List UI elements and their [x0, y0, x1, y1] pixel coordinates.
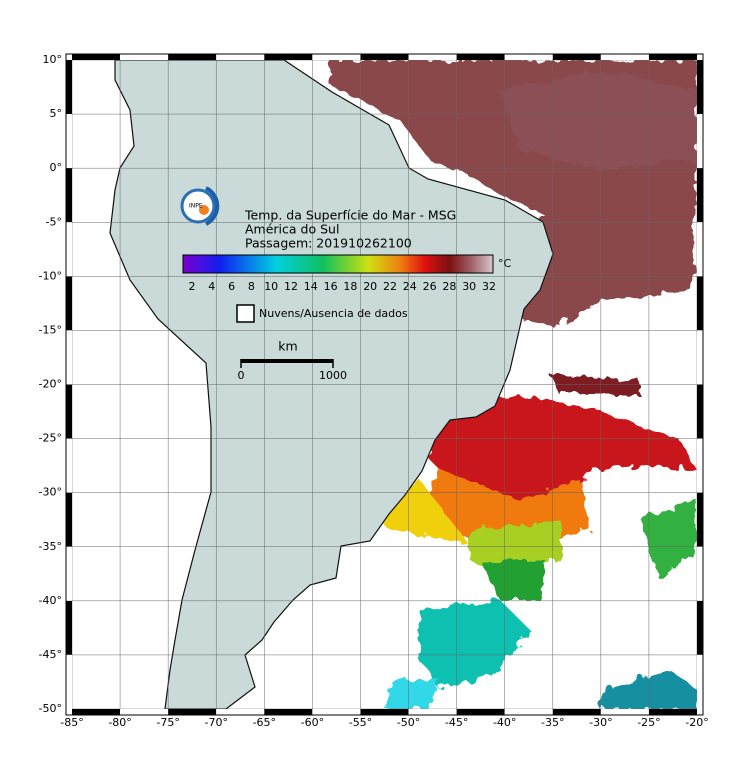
x-tick-label: -70° — [204, 716, 227, 729]
y-tick-label: -5° — [46, 215, 62, 228]
x-tick-label: -85° — [60, 716, 83, 729]
y-tick-label: 5° — [50, 107, 63, 120]
colorbar-tick-label: 22 — [383, 280, 397, 293]
colorbar-tick-label: 20 — [363, 280, 377, 293]
y-tick-label: -40° — [39, 594, 62, 607]
x-tick-label: -75° — [156, 716, 179, 729]
colorbar-tick-label: 12 — [284, 280, 298, 293]
x-tick-label: -80° — [108, 716, 131, 729]
colorbar-tick-label: 32 — [482, 280, 496, 293]
colorbar-tick-label: 6 — [228, 280, 235, 293]
colorbar-tick-label: 4 — [208, 280, 215, 293]
x-tick-label: -45° — [445, 716, 468, 729]
y-tick-label: 10° — [43, 53, 63, 66]
colorbar-ticks: 2 4 6 8 10 12 14 16 18 20 22 24 26 28 30 32 — [189, 280, 497, 293]
colorbar-tick-label: 18 — [343, 280, 357, 293]
x-tick-label: -40° — [493, 716, 516, 729]
y-tick-label: -45° — [39, 648, 62, 661]
colorbar-tick-label: 2 — [189, 280, 196, 293]
colorbar-tick-label: 8 — [248, 280, 255, 293]
scale-tick-label: 1000 — [319, 369, 347, 382]
y-tick-label: -15° — [39, 323, 62, 336]
map-region: América do Sul — [245, 222, 339, 237]
legend-swatch — [236, 304, 255, 323]
x-tick-label: -30° — [589, 716, 612, 729]
x-tick-label: -55° — [349, 716, 372, 729]
y-tick-label: -35° — [39, 540, 62, 553]
legend-label: Nuvens/Ausencia de dados — [259, 307, 408, 320]
colorbar-tick-label: 26 — [423, 280, 437, 293]
colorbar-tick-label: 24 — [403, 280, 417, 293]
y-tick-label: -50° — [39, 702, 62, 715]
x-tick-label: -65° — [253, 716, 276, 729]
colorbar-tick-label: 28 — [442, 280, 456, 293]
scale-bar-body — [241, 359, 333, 363]
colorbar-tick-label: 14 — [304, 280, 318, 293]
y-tick-label: 0° — [50, 161, 63, 174]
y-tick-label: -10° — [39, 269, 62, 282]
x-tick-label: -50° — [397, 716, 420, 729]
frame — [65, 53, 704, 716]
map-pass: Passagem: 201910262100 — [245, 236, 412, 251]
scale-tick-label: 0 — [238, 369, 245, 382]
colorbar-unit: °C — [498, 257, 512, 270]
scale-bar: 0 1000 — [238, 359, 347, 382]
logo: INPE — [180, 186, 220, 226]
colorbar — [182, 254, 494, 274]
logo-text: INPE — [189, 203, 203, 210]
y-tick-label: -25° — [39, 432, 62, 445]
y-tick-label: -20° — [39, 378, 62, 391]
scale-unit: km — [278, 339, 297, 354]
x-tick-label: -25° — [637, 716, 660, 729]
x-tick-label: -60° — [301, 716, 324, 729]
map-title: Temp. da Superfície do Mar - MSG — [244, 208, 456, 223]
x-tick-label: -20° — [685, 716, 708, 729]
frame-border — [65, 53, 704, 716]
colorbar-tick-label: 10 — [264, 280, 278, 293]
sst-field — [330, 60, 697, 709]
x-tick-label: -35° — [541, 716, 564, 729]
y-tick-label: -30° — [39, 486, 62, 499]
colorbar-tick-label: 30 — [462, 280, 476, 293]
colorbar-tick-label: 16 — [324, 280, 338, 293]
